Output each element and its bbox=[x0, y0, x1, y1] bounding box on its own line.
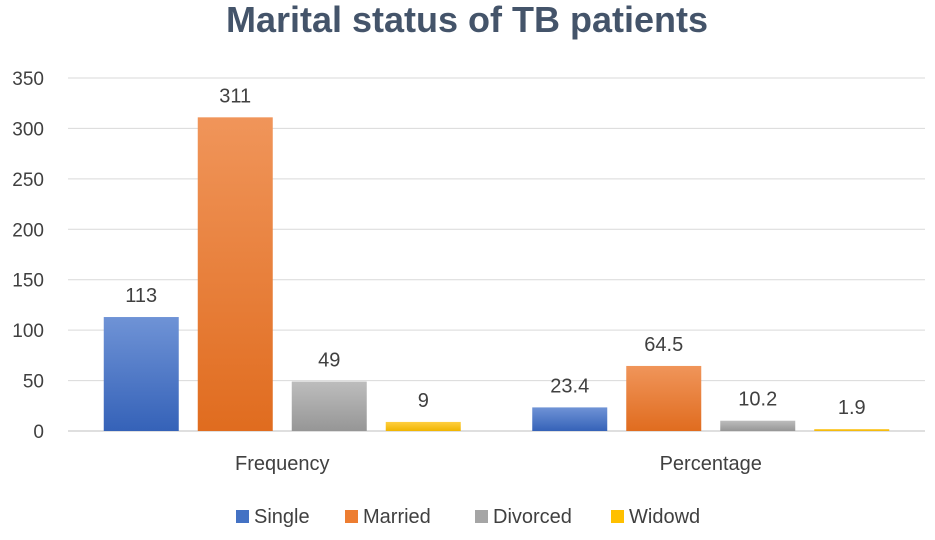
legend-label: Single bbox=[254, 506, 310, 528]
bar-married-percentage bbox=[626, 365, 702, 431]
data-labels: 113 311 49 9 23.4 64.5 10.2 1.9 bbox=[125, 85, 865, 419]
y-tick-label: 0 bbox=[33, 422, 44, 443]
bar-married-frequency bbox=[197, 117, 273, 431]
bar-single-percentage bbox=[532, 407, 608, 431]
legend-label: Divorced bbox=[493, 506, 572, 528]
bars bbox=[103, 117, 890, 431]
bar-widowd-frequency bbox=[385, 421, 461, 431]
legend-swatch-divorced bbox=[475, 510, 488, 523]
bar-divorced-percentage bbox=[720, 420, 796, 431]
bar-divorced-frequency bbox=[291, 381, 367, 431]
x-axis-categories: Frequency Percentage bbox=[235, 453, 762, 475]
data-label: 1.9 bbox=[838, 397, 866, 419]
y-tick-label: 50 bbox=[23, 372, 44, 393]
legend-swatch-single bbox=[236, 510, 249, 523]
data-label: 64.5 bbox=[644, 334, 683, 356]
category-label: Percentage bbox=[660, 453, 762, 475]
legend: Single Married Divorced Widowd bbox=[236, 506, 700, 528]
data-label: 113 bbox=[125, 285, 157, 307]
legend-swatch-widowd bbox=[611, 510, 624, 523]
y-tick-label: 350 bbox=[12, 69, 44, 90]
legend-label: Married bbox=[363, 506, 431, 528]
data-label: 10.2 bbox=[738, 389, 777, 411]
data-label: 49 bbox=[318, 350, 340, 372]
bar-single-frequency bbox=[103, 317, 179, 431]
data-label: 9 bbox=[418, 390, 429, 412]
legend-label: Widowd bbox=[629, 506, 700, 528]
y-tick-label: 150 bbox=[12, 271, 44, 292]
data-label: 311 bbox=[219, 85, 251, 107]
chart-title: Marital status of TB patients bbox=[226, 0, 708, 40]
y-tick-label: 100 bbox=[12, 321, 44, 342]
data-label: 23.4 bbox=[550, 375, 589, 397]
bar-widowd-percentage bbox=[814, 429, 890, 431]
y-axis-ticks: 0 50 100 150 200 250 300 350 bbox=[12, 69, 44, 443]
category-label: Frequency bbox=[235, 453, 330, 475]
y-tick-label: 250 bbox=[12, 170, 44, 191]
y-tick-label: 300 bbox=[12, 119, 44, 140]
legend-swatch-married bbox=[345, 510, 358, 523]
y-tick-label: 200 bbox=[12, 220, 44, 241]
gridlines bbox=[68, 77, 925, 432]
